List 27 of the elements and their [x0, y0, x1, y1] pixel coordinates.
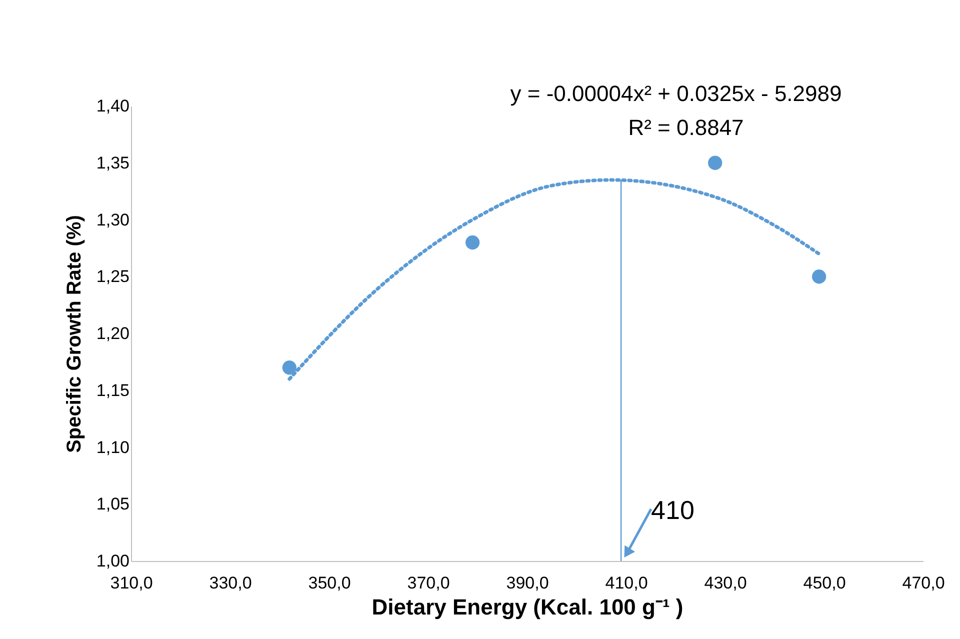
x-axis-title: Dietary Energy (Kcal. 100 g⁻¹ ): [372, 594, 684, 620]
annotation: R² = 0.8847: [628, 115, 744, 140]
x-tick-label: 350,0: [308, 574, 351, 592]
annotation: 410: [651, 495, 694, 525]
point: [282, 360, 296, 375]
x-tick-label: 470,0: [902, 574, 945, 592]
y-tick-label: 1,20: [96, 324, 130, 343]
x-tick-label: 330,0: [209, 574, 252, 592]
point: [708, 156, 722, 170]
y-tick-label: 1,30: [96, 210, 130, 230]
text: y = -0.00004x² + 0.0325x - 5.2989: [510, 81, 842, 106]
y-tick-label: 1,25: [96, 267, 130, 286]
y-tick-label: 1,05: [96, 494, 130, 514]
y-tick-label: 1,00: [96, 552, 130, 570]
y-tick-label: 1,40: [96, 96, 130, 116]
x-tick-label: 370,0: [407, 574, 450, 592]
y-tick-label: 1,10: [96, 438, 130, 457]
y-tick-label: 1,15: [96, 380, 130, 400]
y-tick-label: 1,35: [96, 153, 130, 172]
x-tick-label: 450,0: [803, 574, 846, 592]
point: [812, 270, 826, 284]
x-tick-label: 410,0: [605, 574, 648, 592]
x-tick-label: 390,0: [506, 574, 549, 592]
x-tick-label: 430,0: [704, 574, 747, 592]
y-axis-title: Specific Growth Rate (%): [63, 215, 86, 453]
x-tick-label: 310,0: [110, 574, 153, 592]
point: [465, 235, 480, 250]
